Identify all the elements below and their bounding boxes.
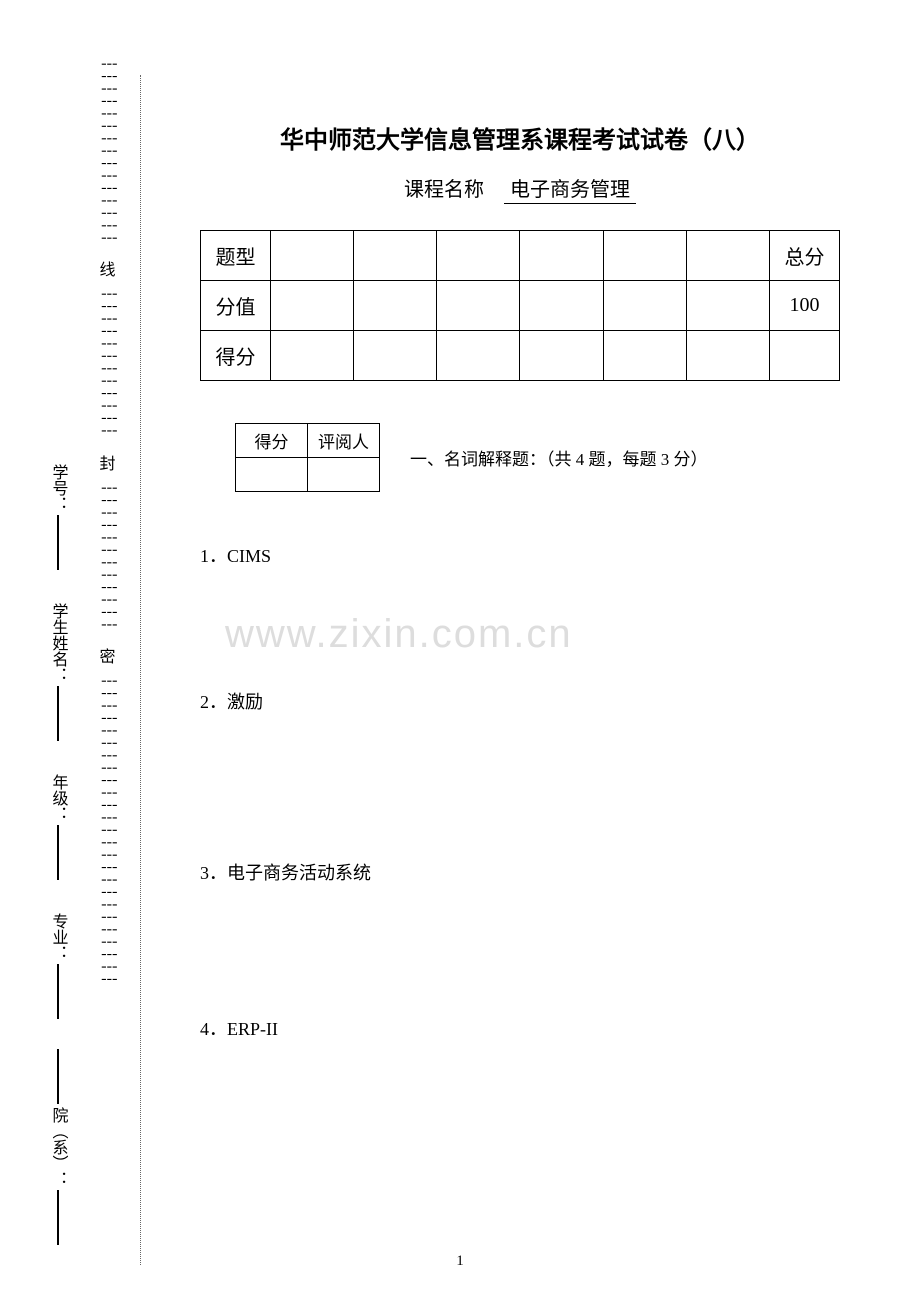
dash-segment: ┆┆┆┆┆┆┆┆┆┆┆┆┆┆┆ bbox=[100, 60, 116, 246]
question-text: ERP-II bbox=[227, 1019, 278, 1039]
underline bbox=[57, 825, 59, 880]
table-row: 题型 总分 bbox=[201, 231, 840, 281]
page-number: 1 bbox=[456, 1253, 464, 1270]
mini-reviewer-header: 评阅人 bbox=[308, 424, 380, 458]
empty-cell bbox=[770, 331, 840, 381]
underline bbox=[57, 1190, 59, 1245]
label-grade: 年级： bbox=[46, 774, 70, 822]
seal-line-column: ┆┆┆┆┆┆┆┆┆┆┆┆┆┆┆ 线 ┆┆┆┆┆┆┆┆┆┆┆┆ 封 ┆┆┆┆┆┆┆… bbox=[80, 60, 135, 1260]
empty-cell bbox=[437, 231, 520, 281]
mini-score-header: 得分 bbox=[236, 424, 308, 458]
empty-cell bbox=[686, 331, 769, 381]
question-num: 3 bbox=[200, 863, 209, 883]
total-header: 总分 bbox=[770, 231, 840, 281]
label-student-name: 学生姓名： bbox=[46, 603, 70, 683]
main-content: 华中师范大学信息管理系课程考试试卷（八） 课程名称 电子商务管理 题型 总分 分… bbox=[200, 120, 840, 1041]
empty-cell bbox=[271, 331, 354, 381]
course-label: 课程名称 bbox=[404, 179, 484, 201]
empty-cell bbox=[603, 231, 686, 281]
underline bbox=[57, 964, 59, 1019]
empty-cell bbox=[603, 331, 686, 381]
score-summary-table: 题型 总分 分值 100 得分 bbox=[200, 230, 840, 381]
score-label: 分值 bbox=[201, 281, 271, 331]
question-3: 3．电子商务活动系统 bbox=[200, 859, 840, 885]
empty-cell bbox=[354, 231, 437, 281]
empty-cell bbox=[520, 231, 603, 281]
section-title: 一、名词解释题：（共 4 题，每题 3 分） bbox=[410, 445, 708, 470]
question-num: 1 bbox=[200, 546, 209, 566]
vertical-form-labels: 院（系）： 专业： 年级： 学生姓名： 学号： bbox=[35, 60, 80, 1260]
question-4: 4．ERP-II bbox=[200, 1015, 840, 1041]
got-label: 得分 bbox=[201, 331, 271, 381]
table-row: 分值 100 bbox=[201, 281, 840, 331]
section-header-row: 得分 评阅人 一、名词解释题：（共 4 题，每题 3 分） bbox=[235, 423, 840, 492]
header-cell: 题型 bbox=[201, 231, 271, 281]
empty-cell bbox=[520, 331, 603, 381]
section-score-table: 得分 评阅人 bbox=[235, 423, 380, 492]
empty-cell bbox=[686, 281, 769, 331]
table-row bbox=[236, 458, 380, 492]
dash-segment: ┆┆┆┆┆┆┆┆┆┆┆┆ bbox=[100, 484, 116, 633]
empty-cell bbox=[354, 281, 437, 331]
empty-cell bbox=[603, 281, 686, 331]
dash-segment: ┆┆┆┆┆┆┆┆┆┆┆┆ bbox=[100, 290, 116, 439]
empty-cell bbox=[236, 458, 308, 492]
binding-sidebar: 院（系）： 专业： 年级： 学生姓名： 学号： ┆┆┆┆┆┆┆┆┆┆┆┆┆┆┆ … bbox=[35, 60, 135, 1260]
course-row: 课程名称 电子商务管理 bbox=[200, 173, 840, 202]
seal-char-xian: 线 bbox=[99, 256, 115, 280]
empty-cell bbox=[271, 231, 354, 281]
seal-char-mi: 密 bbox=[99, 643, 115, 667]
dotted-separator-line bbox=[140, 75, 141, 1265]
label-student-id: 学号： bbox=[46, 464, 70, 512]
dash-segment: ┆┆┆┆┆┆┆┆┆┆┆┆┆┆┆┆┆┆┆┆┆┆┆┆┆ bbox=[100, 677, 116, 988]
question-2: 2．激励 bbox=[200, 688, 840, 714]
underline bbox=[57, 515, 59, 570]
question-num: 4 bbox=[200, 1019, 209, 1039]
question-text: 激励 bbox=[227, 692, 263, 712]
empty-cell bbox=[686, 231, 769, 281]
empty-cell bbox=[437, 331, 520, 381]
empty-cell bbox=[271, 281, 354, 331]
empty-cell bbox=[308, 458, 380, 492]
empty-cell bbox=[437, 281, 520, 331]
table-row: 得分 bbox=[201, 331, 840, 381]
question-text: CIMS bbox=[227, 546, 271, 566]
empty-cell bbox=[354, 331, 437, 381]
seal-char-feng: 封 bbox=[99, 450, 115, 474]
question-1: 1．CIMS bbox=[200, 542, 840, 568]
exam-title: 华中师范大学信息管理系课程考试试卷（八） bbox=[200, 120, 840, 155]
underline bbox=[57, 1049, 59, 1104]
course-name: 电子商务管理 bbox=[504, 179, 636, 204]
question-num: 2 bbox=[200, 692, 209, 712]
question-text: 电子商务活动系统 bbox=[227, 863, 371, 883]
empty-cell bbox=[520, 281, 603, 331]
total-score: 100 bbox=[770, 281, 840, 331]
label-major: 专业： bbox=[46, 913, 70, 961]
label-department: 院（系）： bbox=[46, 1107, 70, 1187]
underline bbox=[57, 686, 59, 741]
table-row: 得分 评阅人 bbox=[236, 424, 380, 458]
